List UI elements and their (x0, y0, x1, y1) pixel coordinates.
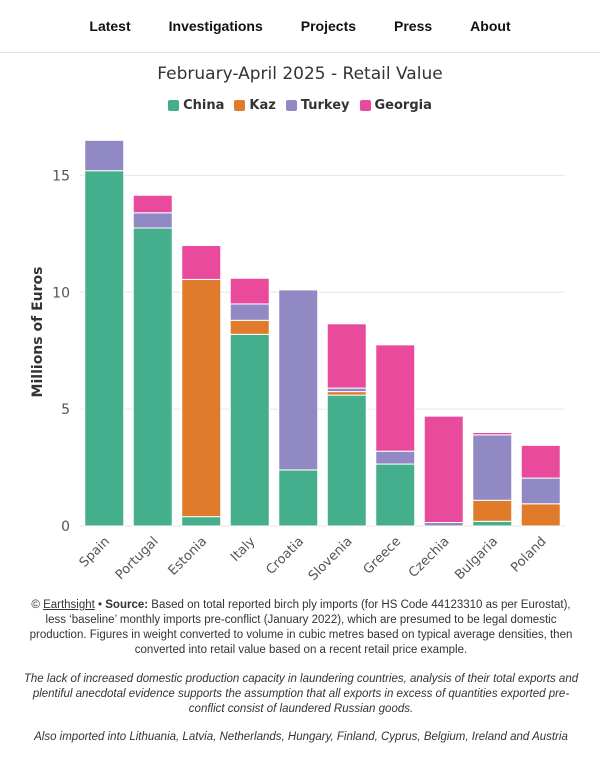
bar-segment-turkey-slovenia (326, 387, 367, 393)
bar-segment-turkey-poland (520, 477, 561, 505)
legend-swatch-georgia (359, 100, 371, 111)
nav-projects[interactable]: Projects (300, 18, 357, 34)
also-imported-note: Also imported into Lithuania, Latvia, Ne… (34, 731, 568, 743)
legend-label-china: China (183, 98, 225, 113)
x-tick-label-portugal: Portugal (113, 534, 162, 583)
bar-segment-turkey-spain (84, 139, 125, 172)
y-tick-label: 5 (61, 402, 70, 418)
legend-label-georgia: Georgia (374, 98, 432, 113)
y-tick-label: 15 (52, 168, 70, 184)
y-axis-label: Millions of Euros (30, 267, 46, 398)
bar-segment-turkey-portugal (132, 212, 173, 229)
copyright-symbol: © (31, 599, 40, 611)
y-tick-label: 10 (52, 285, 70, 301)
nav-investigations[interactable]: Investigations (168, 18, 263, 34)
legend-item-china[interactable]: China (168, 98, 224, 113)
bar-segment-georgia-slovenia (326, 323, 367, 389)
legend-item-georgia[interactable]: Georgia (359, 98, 432, 113)
source-bullet: • (94, 599, 106, 611)
bar-segment-china-italy (229, 333, 270, 527)
bar-segment-china-spain (84, 170, 125, 527)
bar-segment-kaz-poland (520, 503, 561, 527)
bar-segment-kaz-slovenia (326, 391, 367, 396)
x-tick-label-czechia: Czechia (406, 534, 453, 581)
methodology-note: The lack of increased domestic productio… (23, 673, 579, 715)
bar-segment-kaz-estonia (181, 278, 222, 518)
bar-segment-china-portugal (132, 227, 173, 527)
bar-segment-china-greece (375, 463, 416, 527)
nav-about[interactable]: About (470, 18, 511, 34)
nav-latest[interactable]: Latest (89, 18, 131, 34)
bar-segment-kaz-italy (229, 319, 270, 335)
source-text: Based on total reported birch ply import… (29, 599, 573, 656)
bar-segment-georgia-portugal (132, 194, 173, 214)
bar-segment-georgia-estonia (181, 245, 222, 280)
legend-label-turkey: Turkey (300, 98, 350, 113)
bar-segment-georgia-italy (229, 277, 270, 305)
chart-title: February-April 2025 - Retail Value (157, 64, 443, 84)
bar-segment-turkey-bulgaria (472, 434, 513, 501)
bar-segment-china-croatia (278, 469, 319, 527)
bar-segment-turkey-croatia (278, 289, 319, 471)
source-label: Source: (105, 599, 149, 611)
bar-segment-china-bulgaria (472, 520, 513, 527)
bar-segment-china-estonia (181, 516, 222, 527)
chart-legend: China Kaz Turkey Georgia (0, 98, 600, 113)
x-tick-label-italy: Italy (228, 534, 259, 565)
bar-segment-georgia-poland (520, 444, 561, 479)
source-note: © Earthsight • Source: Based on total re… (20, 598, 582, 658)
x-tick-label-bulgaria: Bulgaria (452, 534, 501, 583)
bar-segment-georgia-greece (375, 344, 416, 452)
legend-swatch-kaz (234, 100, 246, 111)
bar-segment-turkey-greece (375, 450, 416, 465)
y-tick-label: 0 (61, 519, 70, 535)
stacked-bar-chart: 0 5 10 15 Millions of Euros Spain Portugal Esto… (30, 139, 565, 584)
legend-item-turkey[interactable]: Turkey (285, 98, 350, 113)
x-tick-label-poland: Poland (508, 534, 549, 575)
x-tick-label-croatia: Croatia (263, 534, 307, 578)
earthsight-link[interactable]: Earthsight (43, 599, 95, 611)
nav-press[interactable]: Press (394, 18, 433, 34)
legend-label-kaz: Kaz (249, 98, 276, 113)
x-tick-label-slovenia: Slovenia (306, 534, 356, 584)
bar-segment-turkey-czechia (423, 521, 464, 527)
legend-item-kaz[interactable]: Kaz (234, 98, 276, 113)
x-tick-label-greece: Greece (361, 534, 404, 577)
top-navigation: Latest Investigations Projects Press Abo… (0, 0, 600, 53)
bar-segment-georgia-bulgaria (472, 432, 513, 436)
x-tick-label-spain: Spain (77, 534, 113, 570)
bar-segment-georgia-czechia (423, 415, 464, 523)
bar-segment-turkey-italy (229, 303, 270, 321)
bar-segment-kaz-bulgaria (472, 499, 513, 522)
x-tick-label-estonia: Estonia (166, 534, 210, 578)
legend-swatch-china (168, 100, 180, 111)
bar-segment-china-slovenia (326, 394, 367, 527)
legend-swatch-turkey (285, 100, 297, 111)
